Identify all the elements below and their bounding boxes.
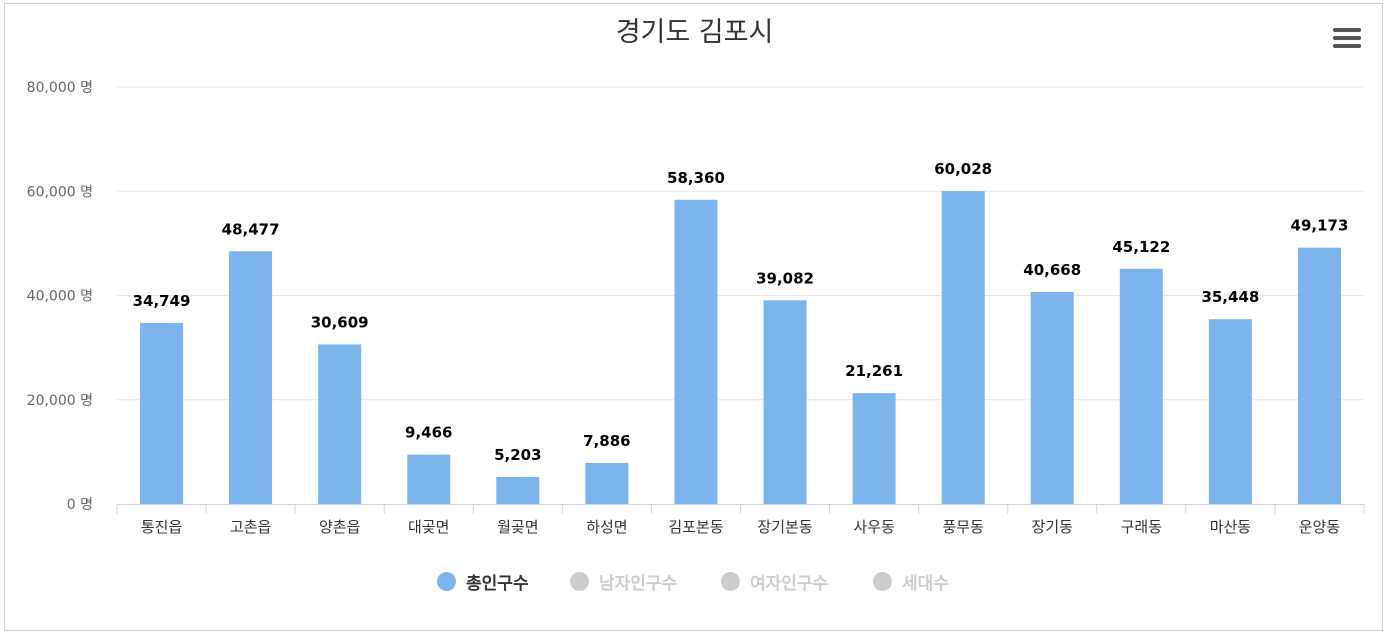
hamburger-menu-icon[interactable] <box>1333 28 1361 50</box>
x-tick-label: 운양동 <box>1299 518 1341 536</box>
x-tick-label: 대곶면 <box>408 518 449 536</box>
data-label: 49,173 <box>1291 217 1349 235</box>
data-label: 35,448 <box>1201 288 1259 306</box>
y-tick-label: 40,000 명 <box>27 289 93 305</box>
x-tick-label: 사우동 <box>853 518 895 536</box>
y-tick-label: 20,000 명 <box>27 393 93 409</box>
x-tick-label: 김포본동 <box>668 518 723 536</box>
legend-item-male-population[interactable]: 남자인구수 <box>570 569 677 594</box>
x-tick-label: 하성면 <box>586 518 627 536</box>
x-tick-label: 통진읍 <box>141 518 182 536</box>
legend-label-female: 여자인구수 <box>750 574 829 594</box>
y-tick-label: 0 명 <box>67 497 93 513</box>
bar <box>229 251 273 504</box>
legend-dot-households <box>873 572 892 591</box>
bar <box>852 393 896 504</box>
data-label: 39,082 <box>756 269 814 287</box>
x-tick-label: 고촌읍 <box>230 518 271 536</box>
bar <box>318 344 362 504</box>
bar <box>941 191 985 504</box>
data-label: 21,261 <box>845 362 903 380</box>
legend-dot-total <box>437 572 456 591</box>
data-label: 5,203 <box>494 446 541 464</box>
bar <box>496 476 540 504</box>
bar <box>1119 268 1163 504</box>
y-tick-label: 80,000 명 <box>27 80 93 96</box>
chart-title: 경기도 김포시 <box>615 17 774 48</box>
x-tick-label: 마산동 <box>1210 518 1252 536</box>
legend-item-households[interactable]: 세대수 <box>873 569 949 594</box>
chart-legend: 총인구수 남자인구수 여자인구수 세대수 <box>0 569 1389 595</box>
legend-item-female-population[interactable]: 여자인구수 <box>721 569 828 594</box>
data-label: 48,477 <box>222 220 280 238</box>
bar <box>763 300 807 504</box>
data-label: 34,749 <box>133 292 191 310</box>
data-label: 45,122 <box>1112 238 1170 256</box>
bar <box>1297 247 1341 504</box>
x-tick-label: 장기동 <box>1032 518 1074 536</box>
x-tick-label: 풍무동 <box>942 518 984 536</box>
bar <box>1208 319 1252 504</box>
y-tick-label: 60,000 명 <box>27 184 93 200</box>
legend-label-male: 남자인구수 <box>599 574 678 594</box>
legend-dot-female <box>721 572 740 591</box>
data-label: 40,668 <box>1023 261 1081 279</box>
legend-label-total: 총인구수 <box>466 574 529 594</box>
x-tick-label: 양촌읍 <box>319 518 360 536</box>
bar <box>407 454 451 504</box>
bar <box>585 462 629 504</box>
bar <box>674 199 718 504</box>
bar <box>1030 292 1074 504</box>
legend-dot-male <box>570 572 589 591</box>
legend-label-households: 세대수 <box>902 574 949 594</box>
data-label: 58,360 <box>667 169 725 187</box>
bar <box>140 322 184 504</box>
data-label: 60,028 <box>934 160 992 178</box>
data-label: 9,466 <box>405 424 452 442</box>
x-tick-label: 월곶면 <box>497 518 538 536</box>
x-tick-label: 구래동 <box>1121 518 1163 536</box>
data-label: 7,886 <box>583 432 630 450</box>
data-label: 30,609 <box>311 313 369 331</box>
legend-item-total-population[interactable]: 총인구수 <box>437 569 529 594</box>
x-tick-label: 장기본동 <box>757 518 812 536</box>
